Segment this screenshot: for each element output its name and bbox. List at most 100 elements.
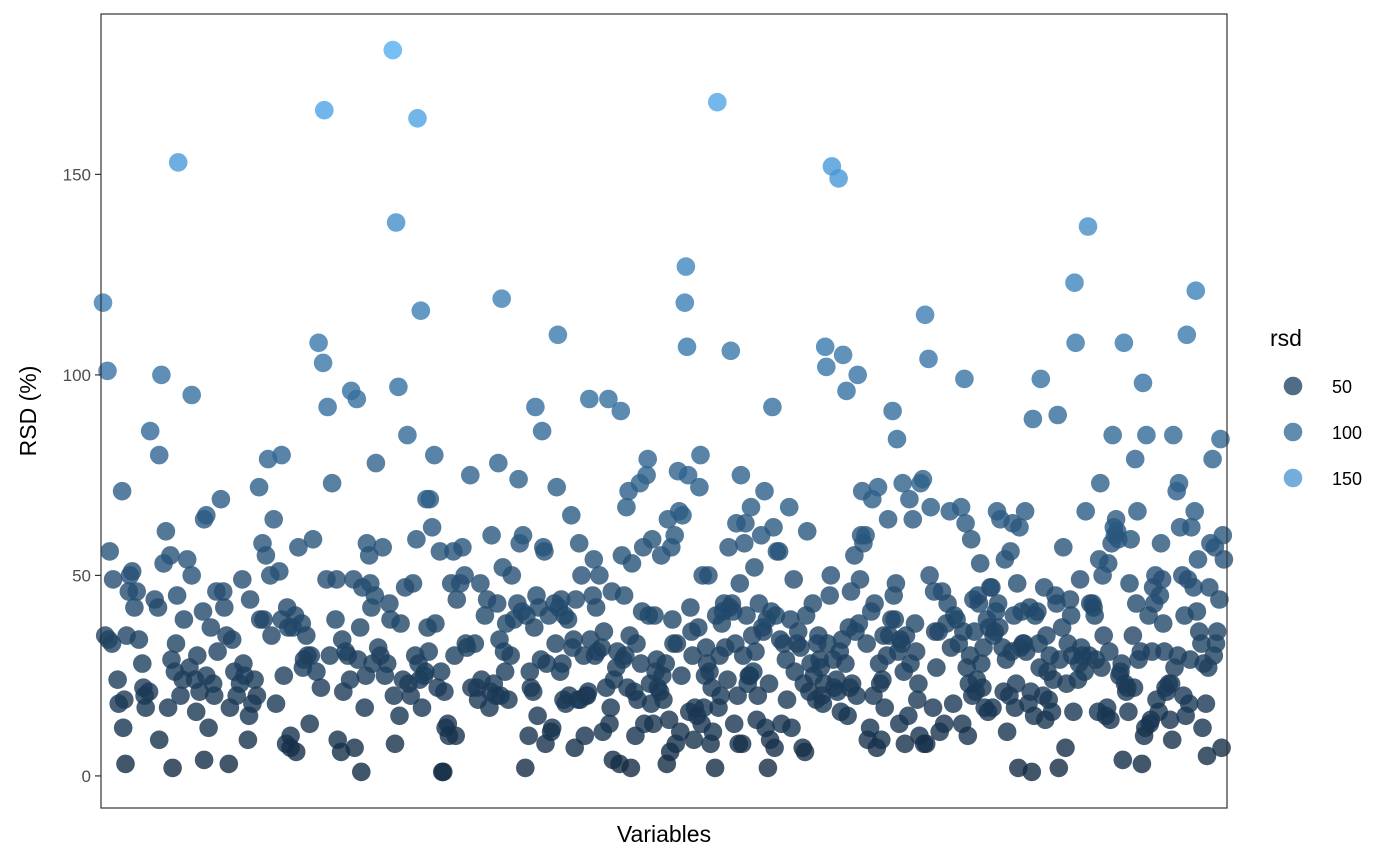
data-point: [412, 698, 432, 717]
data-point: [501, 646, 520, 665]
data-point: [103, 570, 123, 589]
data-point: [797, 522, 817, 541]
data-point: [1121, 530, 1140, 549]
data-point: [973, 678, 992, 697]
data-point: [247, 686, 267, 705]
data-point: [199, 718, 218, 738]
data-point: [136, 698, 155, 717]
data-point: [465, 634, 485, 653]
data-point: [934, 714, 954, 734]
data-point: [627, 634, 646, 653]
data-point: [719, 538, 738, 557]
data-point: [420, 489, 440, 509]
data-point: [100, 542, 119, 561]
data-point: [833, 345, 853, 365]
data-point: [732, 734, 752, 754]
data-point: [1124, 678, 1144, 697]
data-point: [398, 425, 417, 445]
data-point: [407, 530, 426, 549]
data-point: [675, 293, 695, 313]
data-point: [1210, 590, 1229, 609]
data-point: [254, 610, 273, 629]
data-point: [788, 622, 808, 641]
data-point: [256, 546, 276, 565]
data-point: [1085, 606, 1104, 625]
data-point: [1212, 738, 1231, 758]
data-point: [600, 714, 619, 734]
data-point: [1114, 333, 1134, 353]
data-point: [430, 542, 450, 561]
data-point: [1065, 273, 1084, 293]
data-point: [1196, 694, 1216, 713]
data-point: [245, 670, 264, 689]
data-point: [546, 634, 565, 653]
data-point: [1103, 425, 1122, 445]
data-point: [213, 582, 233, 601]
data-point: [211, 489, 231, 509]
data-point: [915, 305, 935, 325]
data-point: [447, 590, 467, 609]
data-point: [1184, 578, 1203, 597]
data-point: [900, 489, 919, 509]
data-point: [188, 646, 207, 665]
data-point: [502, 566, 522, 585]
data-point: [736, 514, 755, 533]
data-point: [391, 614, 410, 633]
data-point: [594, 622, 614, 641]
data-point: [744, 662, 763, 681]
x-axis-title: Variables: [617, 821, 711, 847]
data-point: [765, 738, 784, 758]
data-point: [696, 638, 716, 657]
y-tick-label: 0: [82, 767, 91, 786]
data-point: [1091, 473, 1110, 493]
data-point: [921, 497, 940, 517]
data-point: [547, 477, 566, 497]
data-point: [520, 662, 540, 681]
data-point: [700, 662, 719, 681]
data-point: [916, 734, 936, 754]
data-point: [102, 634, 122, 653]
data-point: [516, 758, 535, 778]
data-point: [755, 481, 774, 501]
data-point: [492, 289, 512, 309]
data-point: [1094, 626, 1113, 645]
data-point: [1150, 586, 1170, 605]
data-point: [886, 574, 906, 593]
data-point: [678, 465, 698, 485]
data-point: [93, 293, 113, 313]
data-point: [821, 566, 841, 585]
data-point: [219, 754, 239, 774]
data-point: [1023, 409, 1043, 429]
data-point: [958, 726, 978, 746]
data-point: [699, 566, 718, 585]
y-tick-label: 50: [72, 566, 91, 585]
data-point: [575, 726, 595, 746]
data-point: [1119, 702, 1138, 722]
data-point: [509, 469, 528, 489]
data-point: [222, 630, 242, 649]
data-point: [1070, 570, 1090, 589]
data-point: [769, 542, 789, 561]
data-point: [1213, 526, 1233, 545]
data-point: [1186, 281, 1206, 301]
data-point: [983, 698, 1002, 717]
data-point: [419, 642, 439, 661]
data-point: [385, 734, 405, 754]
y-axis-title: RSD (%): [15, 366, 41, 457]
data-point: [972, 654, 991, 673]
data-point: [691, 445, 710, 465]
data-point: [1061, 606, 1081, 625]
data-point: [264, 510, 284, 529]
data-point: [705, 758, 725, 778]
data-point: [1113, 750, 1133, 770]
data-point: [453, 538, 472, 557]
data-point: [690, 477, 709, 497]
data-point: [416, 662, 435, 681]
data-point: [1188, 550, 1208, 569]
data-point: [380, 594, 399, 613]
data-point: [289, 538, 308, 557]
data-point: [1151, 534, 1171, 553]
data-point: [837, 381, 856, 401]
data-point: [656, 654, 675, 673]
data-point: [694, 698, 714, 717]
